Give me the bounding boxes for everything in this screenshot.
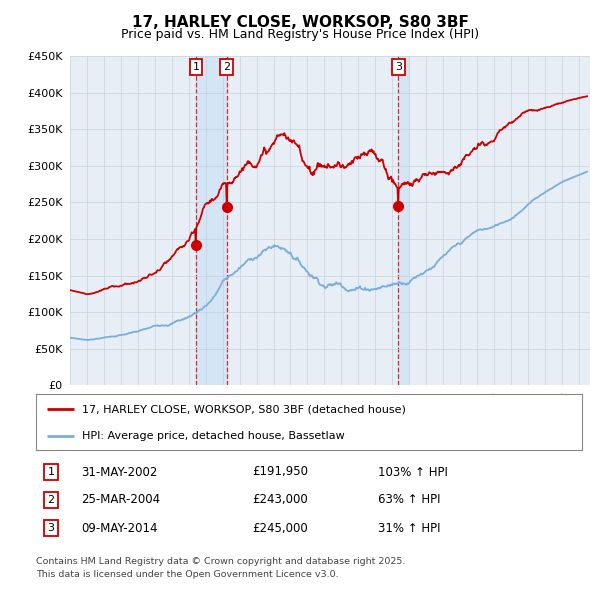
Text: HPI: Average price, detached house, Bassetlaw: HPI: Average price, detached house, Bass… (82, 431, 345, 441)
Text: 3: 3 (47, 523, 55, 533)
Text: £191,950: £191,950 (252, 466, 308, 478)
Text: 1: 1 (47, 467, 55, 477)
Text: 3: 3 (395, 62, 402, 72)
Text: 1: 1 (193, 62, 199, 72)
Text: 31-MAY-2002: 31-MAY-2002 (81, 466, 157, 478)
Text: 2: 2 (47, 495, 55, 504)
Text: 31% ↑ HPI: 31% ↑ HPI (378, 522, 440, 535)
Text: 2: 2 (223, 62, 230, 72)
Text: Contains HM Land Registry data © Crown copyright and database right 2025.: Contains HM Land Registry data © Crown c… (36, 558, 406, 566)
Text: Price paid vs. HM Land Registry's House Price Index (HPI): Price paid vs. HM Land Registry's House … (121, 28, 479, 41)
Text: 17, HARLEY CLOSE, WORKSOP, S80 3BF: 17, HARLEY CLOSE, WORKSOP, S80 3BF (131, 15, 469, 30)
Bar (398, 56, 409, 385)
Text: 25-MAR-2004: 25-MAR-2004 (81, 493, 160, 506)
Text: 09-MAY-2014: 09-MAY-2014 (81, 522, 157, 535)
Text: 63% ↑ HPI: 63% ↑ HPI (378, 493, 440, 506)
Text: £245,000: £245,000 (252, 522, 308, 535)
Bar (196, 56, 227, 385)
Text: This data is licensed under the Open Government Licence v3.0.: This data is licensed under the Open Gov… (36, 571, 338, 579)
Text: 103% ↑ HPI: 103% ↑ HPI (378, 466, 448, 478)
Text: £243,000: £243,000 (252, 493, 308, 506)
Text: 17, HARLEY CLOSE, WORKSOP, S80 3BF (detached house): 17, HARLEY CLOSE, WORKSOP, S80 3BF (deta… (82, 404, 406, 414)
